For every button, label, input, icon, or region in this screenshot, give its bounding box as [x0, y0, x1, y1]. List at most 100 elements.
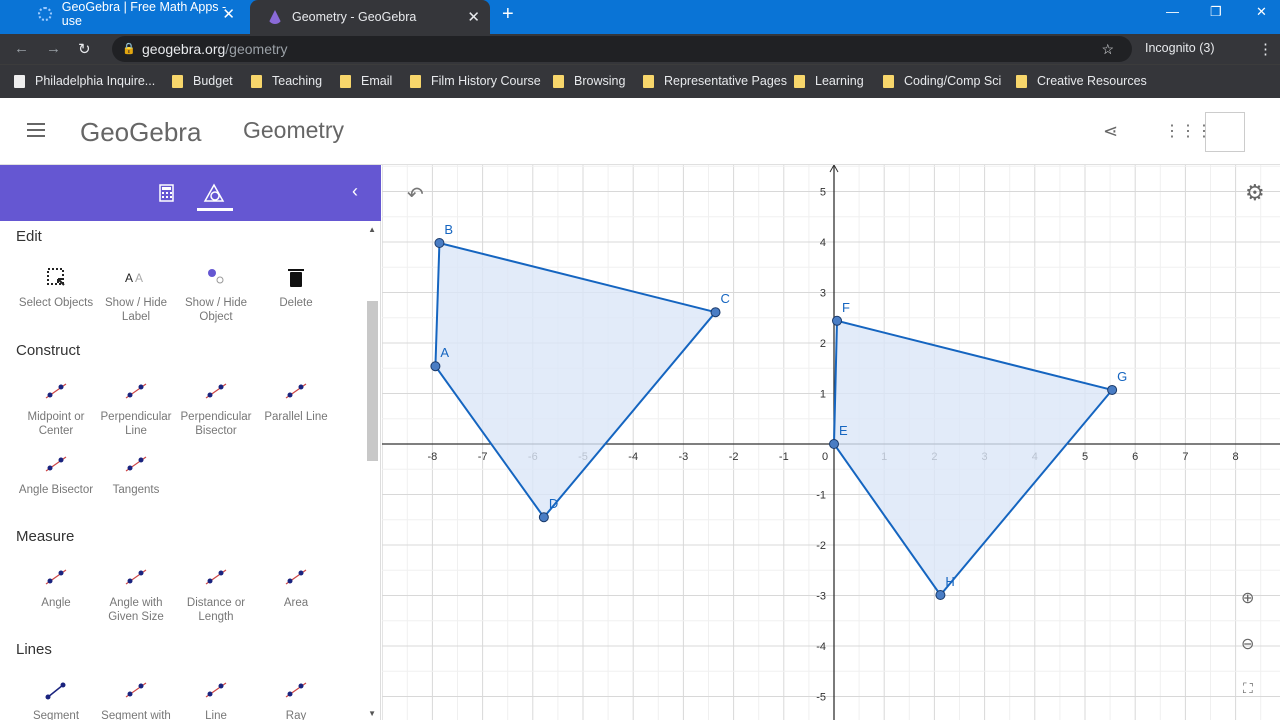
- tool-perpendicular-line[interactable]: Perpendicular Line: [96, 378, 176, 438]
- bookmark-item[interactable]: Browsing: [553, 74, 625, 88]
- tool-segment[interactable]: Segment: [16, 677, 96, 720]
- tool-select-objects[interactable]: Select Objects: [16, 264, 96, 310]
- line-icon: [205, 682, 227, 698]
- section-title-edit: Edit: [16, 228, 42, 245]
- back-icon[interactable]: ←: [14, 40, 29, 57]
- scrollbar[interactable]: [367, 301, 378, 461]
- tools-panel: ▲ ▼ Edit Select Objects A A Show / Hide Labe…: [0, 221, 381, 720]
- point-e[interactable]: [829, 439, 839, 449]
- y-axis-arrow: [829, 165, 839, 173]
- bookmark-item[interactable]: Learning: [794, 74, 864, 88]
- avatar[interactable]: [1205, 112, 1245, 152]
- tool-distance-or-length[interactable]: Distance or Length: [176, 564, 256, 624]
- menu-icon[interactable]: ⋮: [1258, 41, 1273, 58]
- tool-angle-with-given-size[interactable]: Angle with Given Size: [96, 564, 176, 624]
- tool-angle[interactable]: Angle: [16, 564, 96, 610]
- tangents-icon: [125, 456, 147, 472]
- calculator-icon[interactable]: [159, 184, 174, 202]
- y-tick-label: 1: [820, 389, 826, 401]
- bookmark-item[interactable]: Creative Resources: [1016, 74, 1147, 88]
- point-label: A: [440, 345, 449, 360]
- tool-show-hide-label[interactable]: A A Show / Hide Label: [96, 264, 176, 324]
- point-a[interactable]: [430, 361, 441, 372]
- point-label: C: [721, 291, 730, 306]
- y-tick-label: -3: [816, 591, 826, 603]
- tool-perpendicular-bisector[interactable]: Perpendicular Bisector: [176, 378, 256, 438]
- perpendicular-bisector-icon: [205, 383, 227, 399]
- reload-icon[interactable]: ↻: [78, 41, 91, 58]
- point-b[interactable]: [434, 238, 445, 249]
- tool-parallel-line[interactable]: Parallel Line: [256, 378, 336, 424]
- tool-show-hide-object[interactable]: Show / Hide Object: [176, 264, 256, 324]
- x-tick-label: -2: [729, 451, 739, 463]
- zoom-in-icon[interactable]: ⊕: [1241, 590, 1255, 607]
- settings-gear-icon[interactable]: ⚙: [1245, 180, 1265, 205]
- tool-tangents[interactable]: Tangents: [96, 451, 176, 497]
- tool-delete[interactable]: Delete: [256, 264, 336, 310]
- tools-tab-icon[interactable]: [203, 183, 225, 203]
- url-input[interactable]: 🔒 geogebra.org/geometry ☆: [112, 36, 1132, 62]
- bookmark-item[interactable]: Film History Course: [410, 74, 541, 88]
- bookmark-item[interactable]: Teaching: [251, 74, 322, 88]
- forward-icon[interactable]: →: [46, 40, 61, 57]
- tab-title: GeoGebra | Free Math Apps - use: [61, 0, 227, 28]
- close-tab-icon[interactable]: ✕: [467, 9, 480, 26]
- close-window-button[interactable]: ✕: [1256, 4, 1267, 19]
- apps-grid-icon[interactable]: ⋮⋮⋮: [1164, 123, 1212, 140]
- point-label: E: [839, 423, 848, 438]
- point-h[interactable]: [935, 589, 946, 600]
- tool-area[interactable]: Area: [256, 564, 336, 610]
- bookmark-item[interactable]: Email: [340, 74, 392, 88]
- point-f[interactable]: [832, 315, 843, 326]
- point-d[interactable]: [538, 512, 549, 523]
- perpendicular-line-icon: [125, 383, 147, 399]
- hamburger-menu-icon[interactable]: [27, 123, 45, 141]
- tool-ray[interactable]: Ray: [256, 677, 336, 720]
- geogebra-logo: GeoGebra: [80, 117, 202, 147]
- bookmark-item[interactable]: Budget: [172, 74, 233, 88]
- geometry-favicon-icon: [268, 10, 282, 24]
- folder-icon: [340, 74, 351, 88]
- url-host: geogebra.org: [142, 41, 226, 57]
- scroll-down-icon[interactable]: ▼: [368, 709, 376, 718]
- tool-midpoint-or-center[interactable]: Midpoint or Center: [16, 378, 96, 438]
- restore-button[interactable]: ❐: [1210, 4, 1222, 19]
- show-hide-object-icon: [208, 269, 224, 284]
- point-g[interactable]: [1107, 384, 1118, 395]
- tab-geometry[interactable]: Geometry - GeoGebra ✕: [250, 0, 490, 34]
- area-icon: [285, 569, 307, 585]
- url-path: /geometry: [225, 41, 288, 57]
- bookmark-item[interactable]: Representative Pages: [643, 74, 787, 88]
- fullscreen-icon[interactable]: ⛶: [1243, 680, 1253, 696]
- x-tick-label: 7: [1182, 451, 1188, 463]
- tool-segment-with[interactable]: Segment with: [96, 677, 176, 720]
- site-favicon-icon: [14, 74, 25, 88]
- bookmark-item[interactable]: Coding/Comp Sci: [883, 74, 1001, 88]
- collapse-panel-icon[interactable]: ‹: [352, 181, 358, 201]
- bookmark-item[interactable]: Philadelphia Inquire...: [14, 74, 155, 88]
- point-label: B: [444, 222, 453, 237]
- star-icon[interactable]: ☆: [1101, 41, 1114, 57]
- distance-or-length-icon: [205, 569, 227, 585]
- incognito-indicator[interactable]: Incognito (3): [1145, 41, 1215, 55]
- point-c[interactable]: [710, 307, 721, 318]
- app-title: Geometry: [243, 117, 344, 143]
- share-icon[interactable]: ⋖: [1103, 121, 1119, 141]
- tab-geogebra-home[interactable]: GeoGebra | Free Math Apps - use ✕: [20, 0, 245, 28]
- bookmark-label: Representative Pages: [664, 74, 787, 88]
- y-tick-label: -1: [816, 490, 826, 502]
- undo-icon[interactable]: ↶: [407, 184, 424, 206]
- bookmark-label: Budget: [193, 74, 233, 88]
- new-tab-button[interactable]: +: [502, 3, 514, 25]
- tool-label: Angle with Given Size: [108, 597, 164, 623]
- close-tab-icon[interactable]: ✕: [222, 6, 235, 23]
- tool-label: Segment with: [101, 710, 171, 720]
- bookmarks-bar: Philadelphia Inquire... Budget Teaching Ema…: [0, 64, 1280, 98]
- tool-line[interactable]: Line: [176, 677, 256, 720]
- tool-angle-bisector[interactable]: Angle Bisector: [16, 451, 96, 497]
- graphics-view[interactable]: -8-7-6-5-4-3-2-112345678-5-4-3-2-1123450…: [382, 165, 1280, 720]
- minimize-button[interactable]: —: [1166, 4, 1179, 19]
- zoom-out-icon[interactable]: ⊖: [1241, 636, 1255, 653]
- scroll-up-icon[interactable]: ▲: [368, 225, 376, 234]
